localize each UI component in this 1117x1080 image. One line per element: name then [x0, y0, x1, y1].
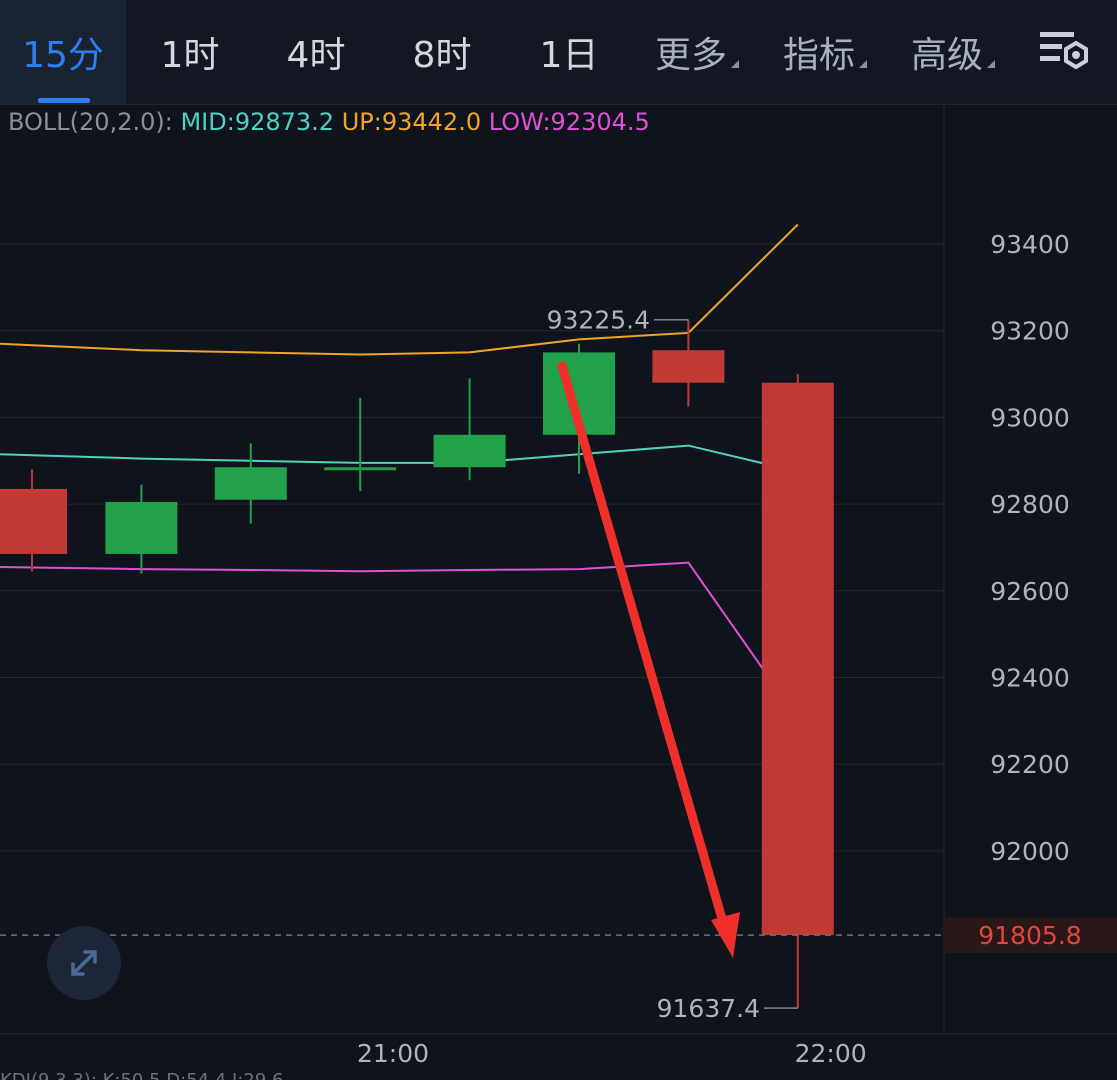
tab-1h[interactable]: 1时: [128, 0, 252, 104]
y-tick-label: 93200: [990, 317, 1070, 346]
y-tick-label: 92200: [990, 750, 1070, 779]
candle-body: [214, 467, 287, 500]
low-price-label: 91637.4: [657, 994, 760, 1023]
y-tick-label: 92400: [990, 664, 1070, 693]
candle-body: [105, 501, 178, 554]
y-tick-label: 93400: [990, 230, 1070, 259]
annotation-arrow-shaft: [557, 361, 732, 941]
x-tick-label: 22:00: [795, 1039, 867, 1068]
dropdown-triangle-icon: [731, 60, 739, 68]
chart-settings-icon[interactable]: [1030, 26, 1094, 78]
bottom-indicator-label: KDJ(9,3,3): K:50.5 D:54.4 J:29.6: [0, 1070, 1117, 1080]
y-tick-label: 93000: [990, 403, 1070, 432]
candle-body: [761, 382, 834, 936]
active-tab-indicator: [38, 98, 90, 103]
boll-legend: BOLL(20,2.0): MID:92873.2 UP:93442.0 LOW…: [8, 108, 650, 136]
candle-body: [433, 434, 506, 468]
tab-label: 指标: [782, 35, 855, 76]
boll-low-value: LOW:92304.5: [488, 108, 650, 136]
boll-name: BOLL(20,2.0):: [8, 108, 173, 136]
current-price-tag: [944, 917, 1117, 954]
y-tick-label: 92000: [990, 837, 1070, 866]
tab-4h[interactable]: 4时: [254, 0, 378, 104]
boll-mid-line: [0, 444, 799, 473]
candle-body: [652, 350, 725, 383]
tab-label: 高级: [910, 35, 983, 76]
dropdown-triangle-icon: [859, 60, 867, 68]
tab-1d[interactable]: 1日: [506, 0, 632, 104]
candle-body: [324, 467, 397, 471]
boll-up-line: [0, 223, 799, 356]
y-tick-label: 92600: [990, 577, 1070, 606]
high-price-label: 93225.4: [547, 306, 650, 335]
tab-label: 8时: [412, 35, 472, 76]
tab-label: 更多: [654, 35, 727, 76]
boll-low-line: [0, 561, 799, 720]
expand-button[interactable]: [47, 926, 121, 1000]
tab-label: 4时: [286, 35, 346, 76]
dropdown-triangle-icon: [987, 60, 995, 68]
tab-15min[interactable]: 15分: [0, 0, 126, 104]
tab-more[interactable]: 更多: [634, 0, 760, 104]
y-tick-label: 92800: [990, 490, 1070, 519]
tab-label: 1时: [160, 35, 220, 76]
tab-indicators[interactable]: 指标: [762, 0, 888, 104]
current-price-label: 91805.8: [978, 921, 1081, 950]
candlestick-chart[interactable]: 92000 92200 92400 92600 92800 93000 93200 93400…: [0, 104, 1117, 1070]
expand-arrows-icon: [71, 950, 97, 976]
boll-up-value: UP:93442.0: [341, 108, 482, 136]
candle-body: [0, 488, 67, 554]
boll-mid-value: MID:92873.2: [180, 108, 335, 136]
annotation-arrow-head: [711, 912, 740, 958]
tab-label: 15分: [22, 35, 104, 76]
tab-8h[interactable]: 8时: [380, 0, 504, 104]
timeframe-tab-bar: 15分 1时 4时 8时 1日 更多 指标 高级: [0, 0, 1117, 105]
tab-label: 1日: [539, 35, 599, 76]
x-tick-label: 21:00: [357, 1039, 429, 1068]
tab-advanced[interactable]: 高级: [890, 0, 1016, 104]
